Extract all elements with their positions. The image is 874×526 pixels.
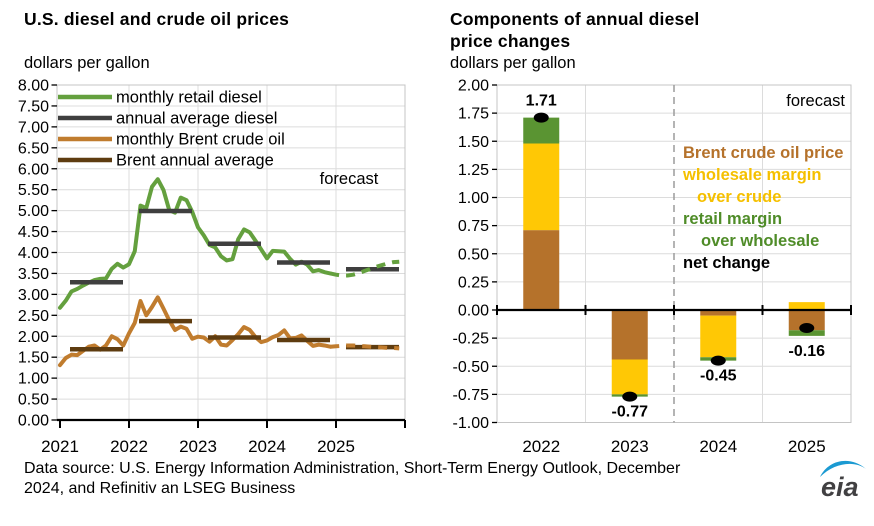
net-change-dot	[533, 112, 549, 123]
x-axis-label: 2022	[110, 437, 148, 456]
eia-logo-swoosh	[820, 460, 866, 477]
net-change-dot	[799, 323, 815, 333]
y-axis-label: 1.75	[458, 106, 489, 123]
net-change-value-label: -0.45	[700, 368, 737, 385]
net-change-value-label: 1.71	[526, 93, 557, 110]
y-axis-label: 7.00	[18, 119, 49, 136]
y-axis-label: -1.00	[453, 415, 490, 432]
data-source-note: Data source: U.S. Energy Information Adm…	[24, 459, 804, 499]
y-axis-label: 2.50	[18, 308, 49, 325]
legend-text-line: over wholesale	[701, 232, 819, 250]
monthly-line-forecast	[329, 259, 400, 278]
y-axis-label: 8.00	[18, 78, 49, 95]
x-axis-label: 2024	[248, 437, 286, 456]
net-change-value-label: -0.16	[789, 343, 826, 360]
price-components-bar-chart: -1.00 -0.75 -0.50 -0.25 0.00 0.25 0.50 0.75 1.00…	[453, 78, 852, 456]
right-chart-title-line2: price changes	[450, 31, 571, 51]
y-axis-label: 6.00	[18, 161, 49, 178]
x-axis-label: 2023	[179, 437, 217, 456]
y-axis-label: 0.00	[18, 413, 49, 430]
diesel-price-line-chart: 0.00 0.50 1.00 1.50 2.00 2.50 3.00 3.50 4.00 4.50…	[18, 78, 406, 456]
y-axis-label: 5.00	[18, 203, 49, 220]
y-axis-label: 1.50	[18, 350, 49, 367]
net-change-value-label: -0.77	[612, 404, 649, 421]
y-axis-label: 1.25	[458, 162, 489, 179]
left-chart-unit-label: dollars per gallon	[24, 54, 150, 72]
legend-label: monthly Brent crude oil	[116, 131, 285, 149]
x-axis-label: 2024	[699, 437, 737, 456]
x-axis-label: 2025	[317, 437, 355, 456]
bar-segment	[611, 310, 648, 360]
left-chart-title: U.S. diesel and crude oil prices	[24, 9, 290, 29]
y-axis-label: 2.00	[458, 78, 489, 95]
y-axis-label: 1.00	[18, 371, 49, 388]
forecast-label: forecast	[320, 170, 379, 188]
charts-canvas: 0.00 0.50 1.00 1.50 2.00 2.50 3.00 3.50 4.00 4.50…	[18, 78, 852, 456]
legend-label: annual average diesel	[116, 110, 277, 128]
right-chart-title: Components of annual diesel price change…	[450, 8, 780, 52]
y-axis-label: 0.75	[458, 218, 489, 235]
bar-segment	[700, 315, 737, 358]
monthly-line-history	[58, 177, 333, 310]
bar-segment	[523, 230, 560, 310]
bar-segment	[788, 330, 825, 336]
legend-text-line: over crude	[697, 188, 781, 206]
forecast-label: forecast	[786, 92, 845, 110]
y-axis-label: 5.50	[18, 182, 49, 199]
y-axis-label: -0.75	[453, 387, 490, 404]
x-axis-label: 2023	[611, 437, 649, 456]
legend-label: Brent annual average	[116, 152, 274, 170]
net-change-dot	[622, 391, 638, 402]
legend-text-line: retail margin	[683, 210, 782, 228]
y-axis-label: 7.50	[18, 98, 49, 115]
right-chart-title-line1: Components of annual diesel	[450, 9, 700, 29]
y-axis-label: 1.00	[458, 190, 489, 207]
eia-logo-text: eia	[821, 472, 859, 502]
legend-label: monthly retail diesel	[116, 89, 262, 107]
y-axis-label: 4.50	[18, 224, 49, 241]
data-source-line1: Data source: U.S. Energy Information Adm…	[24, 460, 681, 477]
x-axis-label: 2021	[41, 437, 79, 456]
y-axis-label: -0.50	[453, 359, 490, 376]
legend-text-line: wholesale margin	[682, 166, 821, 184]
legend-text-line: Brent crude oil price	[683, 144, 843, 162]
y-axis-label: 2.00	[18, 329, 49, 346]
bar-segment	[788, 302, 825, 310]
y-axis-label: 0.50	[458, 246, 489, 263]
legend-text-line: net change	[683, 254, 770, 272]
y-axis-label: 6.50	[18, 140, 49, 157]
y-axis-label: -0.25	[453, 331, 490, 348]
eia-logo: eia	[820, 460, 866, 502]
y-axis-label: 0.50	[18, 392, 49, 409]
monthly-line-history	[58, 295, 333, 368]
y-axis-label: 3.50	[18, 266, 49, 283]
y-axis-label: 3.00	[18, 287, 49, 304]
data-source-line2: 2024, and Refinitiv an LSEG Business	[24, 480, 296, 497]
bar-segment	[700, 310, 737, 316]
y-axis-label: 4.00	[18, 245, 49, 262]
x-axis-label: 2022	[522, 437, 560, 456]
y-axis-label: 1.50	[458, 134, 489, 151]
net-change-dot	[710, 355, 726, 366]
y-axis-label: 0.00	[458, 303, 489, 320]
right-chart-unit-label: dollars per gallon	[450, 54, 576, 72]
monthly-line-forecast	[330, 343, 400, 351]
bar-segment	[611, 359, 648, 395]
bar-segment	[523, 143, 560, 231]
bar-segment	[788, 310, 825, 331]
x-axis-label: 2025	[788, 437, 826, 456]
y-axis-label: 0.25	[458, 274, 489, 291]
